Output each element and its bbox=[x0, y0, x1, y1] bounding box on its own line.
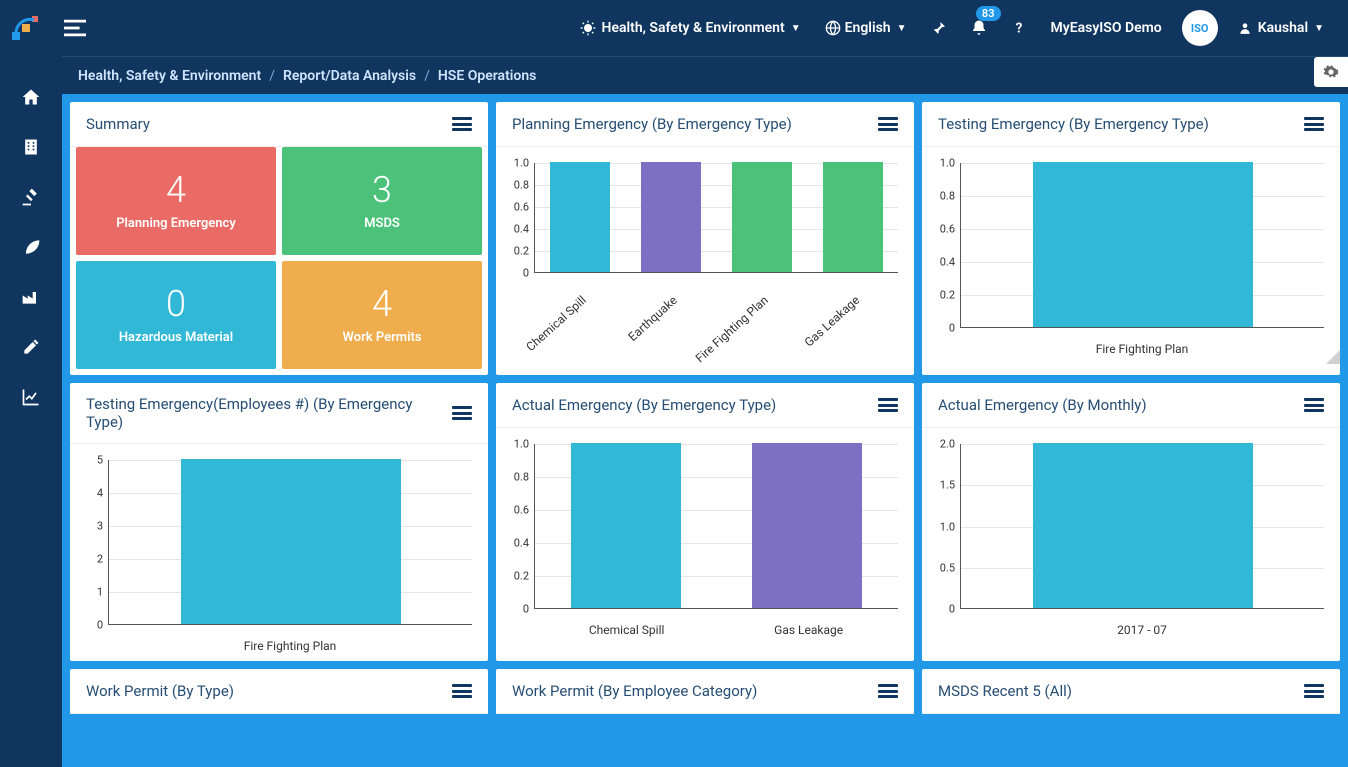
chart-bar bbox=[1033, 162, 1253, 327]
chart-actual-emergency-type: 00.20.40.60.81.0Chemical SpillGas Leakag… bbox=[504, 436, 906, 637]
module-label: Health, Safety & Environment bbox=[602, 20, 785, 36]
user-dropdown[interactable]: Kaushal ▼ bbox=[1226, 0, 1336, 56]
x-label: Gas Leakage bbox=[774, 623, 843, 637]
panel-testing-emergency-employees: Testing Emergency(Employees #) (By Emerg… bbox=[70, 383, 488, 661]
caret-down-icon: ▼ bbox=[1314, 23, 1324, 34]
pin-icon[interactable] bbox=[919, 0, 959, 56]
panel-actual-emergency-monthly: Actual Emergency (By Monthly) 00.51.01.5… bbox=[922, 383, 1340, 661]
panel-menu-icon[interactable] bbox=[878, 681, 898, 701]
chart-testing-emergency-type: 00.20.40.60.81.0Fire Fighting Plan bbox=[930, 155, 1332, 356]
panel-work-permit-emp: Work Permit (By Employee Category) bbox=[496, 669, 914, 714]
help-icon[interactable]: ? bbox=[999, 0, 1039, 56]
tile-value: 0 bbox=[166, 286, 186, 322]
sidebar-home-icon[interactable] bbox=[0, 72, 62, 122]
sidebar-toggle-icon[interactable] bbox=[60, 13, 90, 43]
panel-work-permit-type: Work Permit (By Type) bbox=[70, 669, 488, 714]
panel-title: MSDS Recent 5 (All) bbox=[938, 682, 1072, 700]
panel-title: Work Permit (By Employee Category) bbox=[512, 682, 757, 700]
chart-bar bbox=[732, 162, 792, 272]
tile-label: Planning Emergency bbox=[116, 216, 236, 231]
x-label: Chemical Spill bbox=[589, 623, 665, 637]
panel-menu-icon[interactable] bbox=[452, 681, 472, 701]
panel-actual-emergency-type: Actual Emergency (By Emergency Type) 00.… bbox=[496, 383, 914, 661]
chart-bar bbox=[641, 162, 701, 272]
chart-planning-emergency: 00.20.40.60.81.0Chemical SpillEarthquake… bbox=[504, 155, 906, 367]
tile-value: 3 bbox=[372, 172, 392, 208]
x-label: Fire Fighting Plan bbox=[244, 639, 337, 653]
org-label[interactable]: MyEasyISO Demo bbox=[1039, 0, 1174, 56]
notification-badge: 83 bbox=[976, 6, 1001, 21]
breadcrumb-l3: HSE Operations bbox=[438, 68, 537, 84]
summary-tile[interactable]: 3 MSDS bbox=[282, 147, 482, 255]
x-label: 2017 - 07 bbox=[1117, 623, 1167, 637]
chart-bar bbox=[571, 443, 681, 608]
sidebar-edit-icon[interactable] bbox=[0, 322, 62, 372]
chart-bar bbox=[181, 459, 401, 624]
org-avatar[interactable]: ISO bbox=[1182, 10, 1218, 46]
panel-menu-icon[interactable] bbox=[452, 114, 472, 134]
notifications-icon[interactable]: 83 bbox=[959, 0, 999, 56]
topbar: Health, Safety & Environment ▼ English ▼… bbox=[0, 0, 1348, 56]
chart-bar bbox=[752, 443, 862, 608]
chart-bar bbox=[550, 162, 610, 272]
panel-title: Actual Emergency (By Emergency Type) bbox=[512, 396, 776, 414]
chart-actual-emergency-monthly: 00.51.01.52.02017 - 07 bbox=[930, 436, 1332, 637]
x-label: Fire Fighting Plan bbox=[693, 293, 771, 365]
panel-menu-icon[interactable] bbox=[452, 403, 472, 423]
language-label: English bbox=[845, 20, 891, 36]
breadcrumb-l1[interactable]: Health, Safety & Environment bbox=[78, 68, 261, 84]
chart-bar bbox=[1033, 443, 1253, 608]
panel-title: Planning Emergency (By Emergency Type) bbox=[512, 115, 792, 133]
panel-menu-icon[interactable] bbox=[878, 395, 898, 415]
panel-menu-icon[interactable] bbox=[878, 114, 898, 134]
tile-value: 4 bbox=[372, 286, 392, 322]
module-dropdown[interactable]: Health, Safety & Environment ▼ bbox=[568, 0, 813, 56]
caret-down-icon: ▼ bbox=[791, 23, 801, 34]
panel-menu-icon[interactable] bbox=[1304, 395, 1324, 415]
summary-tile[interactable]: 4 Work Permits bbox=[282, 261, 482, 369]
panel-menu-icon[interactable] bbox=[1304, 114, 1324, 134]
summary-tile[interactable]: 4 Planning Emergency bbox=[76, 147, 276, 255]
panel-summary: Summary 4 Planning Emergency 3 MSDS 0 Hazardo… bbox=[70, 102, 488, 375]
sidebar-industry-icon[interactable] bbox=[0, 272, 62, 322]
tile-label: Hazardous Material bbox=[119, 330, 233, 345]
tile-label: MSDS bbox=[364, 216, 400, 231]
chart-bar bbox=[823, 162, 883, 272]
panel-planning-emergency: Planning Emergency (By Emergency Type) 0… bbox=[496, 102, 914, 375]
language-dropdown[interactable]: English ▼ bbox=[813, 0, 919, 56]
sidebar-building-icon[interactable] bbox=[0, 122, 62, 172]
tile-value: 4 bbox=[166, 172, 186, 208]
x-label: Gas Leakage bbox=[801, 293, 862, 350]
chart-testing-emergency-employees: 012345Fire Fighting Plan bbox=[78, 452, 480, 653]
caret-down-icon: ▼ bbox=[897, 23, 907, 34]
sidebar-gavel-icon[interactable] bbox=[0, 172, 62, 222]
breadcrumb-l2[interactable]: Report/Data Analysis bbox=[283, 68, 416, 84]
breadcrumb: Health, Safety & Environment / Report/Da… bbox=[0, 56, 1348, 94]
panel-msds-recent: MSDS Recent 5 (All) bbox=[922, 669, 1340, 714]
user-label: Kaushal bbox=[1258, 20, 1308, 36]
logo bbox=[12, 14, 40, 42]
content: Summary 4 Planning Emergency 3 MSDS 0 Hazardo… bbox=[62, 94, 1348, 767]
x-label: Fire Fighting Plan bbox=[1096, 342, 1189, 356]
svg-text:?: ? bbox=[1015, 21, 1022, 37]
panel-title: Testing Emergency (By Emergency Type) bbox=[938, 115, 1209, 133]
sidebar bbox=[0, 56, 62, 767]
summary-tile[interactable]: 0 Hazardous Material bbox=[76, 261, 276, 369]
resize-handle-icon[interactable] bbox=[1326, 350, 1340, 364]
panel-title: Testing Emergency(Employees #) (By Emerg… bbox=[86, 395, 452, 431]
sidebar-chart-icon[interactable] bbox=[0, 372, 62, 422]
x-label: Earthquake bbox=[626, 293, 680, 344]
panel-menu-icon[interactable] bbox=[1304, 681, 1324, 701]
sidebar-leaf-icon[interactable] bbox=[0, 222, 62, 272]
x-label: Chemical Spill bbox=[523, 293, 589, 354]
panel-title: Summary bbox=[86, 115, 150, 133]
panel-title: Work Permit (By Type) bbox=[86, 682, 234, 700]
settings-gear-icon[interactable] bbox=[1314, 57, 1348, 87]
panel-title: Actual Emergency (By Monthly) bbox=[938, 396, 1147, 414]
panel-testing-emergency-type: Testing Emergency (By Emergency Type) 00… bbox=[922, 102, 1340, 375]
tile-label: Work Permits bbox=[343, 330, 422, 345]
